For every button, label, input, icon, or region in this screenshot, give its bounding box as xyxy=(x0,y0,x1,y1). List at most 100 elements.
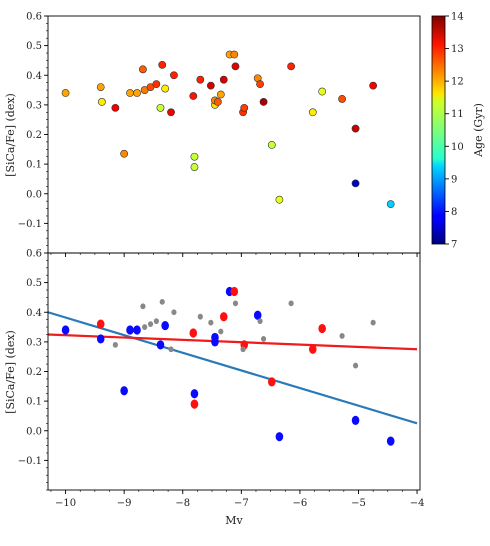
bottom-point-blue-14 xyxy=(386,436,395,446)
bottom-plot-frame xyxy=(47,252,421,491)
top-point-42 xyxy=(369,81,378,90)
colorbar-tick-label-0: 7 xyxy=(451,240,457,251)
bottom-point-gray-12 xyxy=(240,346,246,353)
top-ytick-label-6: 0.5 xyxy=(26,41,42,52)
bottom-xtick-label-0: −10 xyxy=(55,498,76,509)
bottom-ytick-label-1: 0.0 xyxy=(26,426,42,437)
top-point-12 xyxy=(158,60,167,69)
bottom-point-blue-4 xyxy=(133,325,141,335)
bottom-point-blue-0 xyxy=(61,325,70,335)
top-point-23 xyxy=(213,98,222,106)
bottom-ytick-label-6: 0.5 xyxy=(26,278,42,289)
colorbar-tick-label-6: 13 xyxy=(451,44,464,55)
colorbar-tick-label-1: 8 xyxy=(451,207,457,218)
top-point-0 xyxy=(61,89,70,97)
bottom-point-red-7 xyxy=(308,344,317,354)
bottom-xtick-label-4: −6 xyxy=(293,498,308,509)
bottom-point-red-2 xyxy=(190,399,199,409)
bottom-ytick-label-0: −0.1 xyxy=(18,456,42,467)
top-point-37 xyxy=(308,108,317,117)
bottom-point-gray-7 xyxy=(171,309,177,316)
bottom-point-gray-17 xyxy=(352,362,359,369)
bottom-point-blue-12 xyxy=(275,432,284,442)
top-ytick-label-1: 0.0 xyxy=(26,189,42,200)
top-point-19 xyxy=(196,75,205,84)
top-point-27 xyxy=(230,50,239,59)
colorbar-tick-label-7: 14 xyxy=(451,12,464,23)
top-point-5 xyxy=(126,89,134,97)
bottom-point-gray-14 xyxy=(260,336,267,342)
top-point-36 xyxy=(287,62,296,71)
bottom-point-gray-10 xyxy=(218,328,224,335)
top-point-28 xyxy=(231,62,240,71)
colorbar-gradient xyxy=(431,15,446,245)
bottom-point-red-1 xyxy=(189,328,198,338)
bottom-point-gray-1 xyxy=(140,303,146,310)
bottom-point-blue-13 xyxy=(351,415,360,425)
colorbar-tick-label-5: 12 xyxy=(451,77,464,88)
top-point-30 xyxy=(240,103,249,112)
bottom-point-gray-6 xyxy=(168,346,174,353)
top-point-6 xyxy=(133,89,141,97)
colorbar-tick-label-4: 11 xyxy=(451,109,464,120)
bottom-point-blue-7 xyxy=(190,389,199,399)
top-x-ticks xyxy=(50,253,418,257)
top-point-33 xyxy=(259,98,268,106)
bottom-point-red-3 xyxy=(219,312,228,322)
top-point-15 xyxy=(170,71,178,80)
bottom-point-gray-5 xyxy=(159,298,165,305)
bottom-ytick-label-3: 0.2 xyxy=(26,367,42,378)
bottom-point-gray-0 xyxy=(112,341,118,348)
bottom-point-red-6 xyxy=(267,377,276,387)
top-point-7 xyxy=(139,65,147,74)
fit-line-blue_line xyxy=(47,311,418,425)
bottom-ytick-label-5: 0.4 xyxy=(26,308,42,319)
colorbar: 7 8 9 10 11 12 13 14 Age (Gyr) xyxy=(431,12,485,251)
bottom-point-gray-18 xyxy=(370,319,376,326)
bottom-point-gray-11 xyxy=(232,300,239,307)
bottom-point-blue-1 xyxy=(96,334,105,344)
top-point-4 xyxy=(120,149,129,158)
colorbar-label: Age (Gyr) xyxy=(472,103,485,158)
top-point-39 xyxy=(338,95,346,103)
bottom-xtick-label-2: −8 xyxy=(175,498,190,509)
top-panel: −0.1 0.0 0.1 0.2 0.3 0.4 0.5 0.6 [SiCa/Fe] (dex… xyxy=(4,12,421,257)
bottom-point-blue-3 xyxy=(126,325,134,335)
top-point-14 xyxy=(167,108,175,117)
bottom-point-blue-5 xyxy=(156,340,165,350)
top-point-13 xyxy=(161,84,170,93)
bottom-point-blue-2 xyxy=(120,386,128,396)
top-ytick-label-2: 0.1 xyxy=(26,160,42,171)
top-ytick-label-7: 0.6 xyxy=(26,12,42,23)
top-point-1 xyxy=(96,83,105,91)
bottom-point-red-0 xyxy=(96,319,105,329)
bottom-panel: −0.10.00.10.20.30.40.50.6 −10 −9 −8 −7 −6 −5−… xyxy=(4,249,424,528)
bottom-xtick-label-6: −4 xyxy=(410,498,425,509)
top-point-35 xyxy=(275,195,284,204)
top-ytick-label-0: −0.1 xyxy=(18,219,42,230)
top-point-20 xyxy=(206,81,215,90)
bottom-point-red-4 xyxy=(230,286,239,297)
top-point-25 xyxy=(219,75,228,84)
top-point-41 xyxy=(351,179,360,188)
bottom-point-red-8 xyxy=(318,323,326,334)
top-ytick-label-3: 0.2 xyxy=(26,130,42,141)
bottom-y-axis-label: [SiCa/Fe] (dex) xyxy=(4,330,17,414)
bottom-ytick-label-7: 0.6 xyxy=(26,249,42,260)
top-point-24 xyxy=(216,90,225,99)
top-y-axis-label: [SiCa/Fe] (dex) xyxy=(4,93,17,177)
bottom-point-blue-11 xyxy=(253,310,262,320)
bottom-x-axis-label: Mv xyxy=(225,514,243,527)
bottom-fit-lines xyxy=(47,311,418,425)
bottom-xtick-label-1: −9 xyxy=(117,498,132,509)
bottom-point-gray-3 xyxy=(147,321,154,327)
bottom-point-gray-13 xyxy=(257,318,263,325)
bottom-point-gray-9 xyxy=(208,319,214,326)
top-point-38 xyxy=(318,87,327,96)
fit-line-red_line xyxy=(47,333,418,351)
top-y-ticks: −0.1 0.0 0.1 0.2 0.3 0.4 0.5 0.6 xyxy=(18,12,48,254)
bottom-point-gray-4 xyxy=(153,318,159,325)
bottom-point-gray-16 xyxy=(339,333,345,339)
bottom-points xyxy=(61,286,395,446)
